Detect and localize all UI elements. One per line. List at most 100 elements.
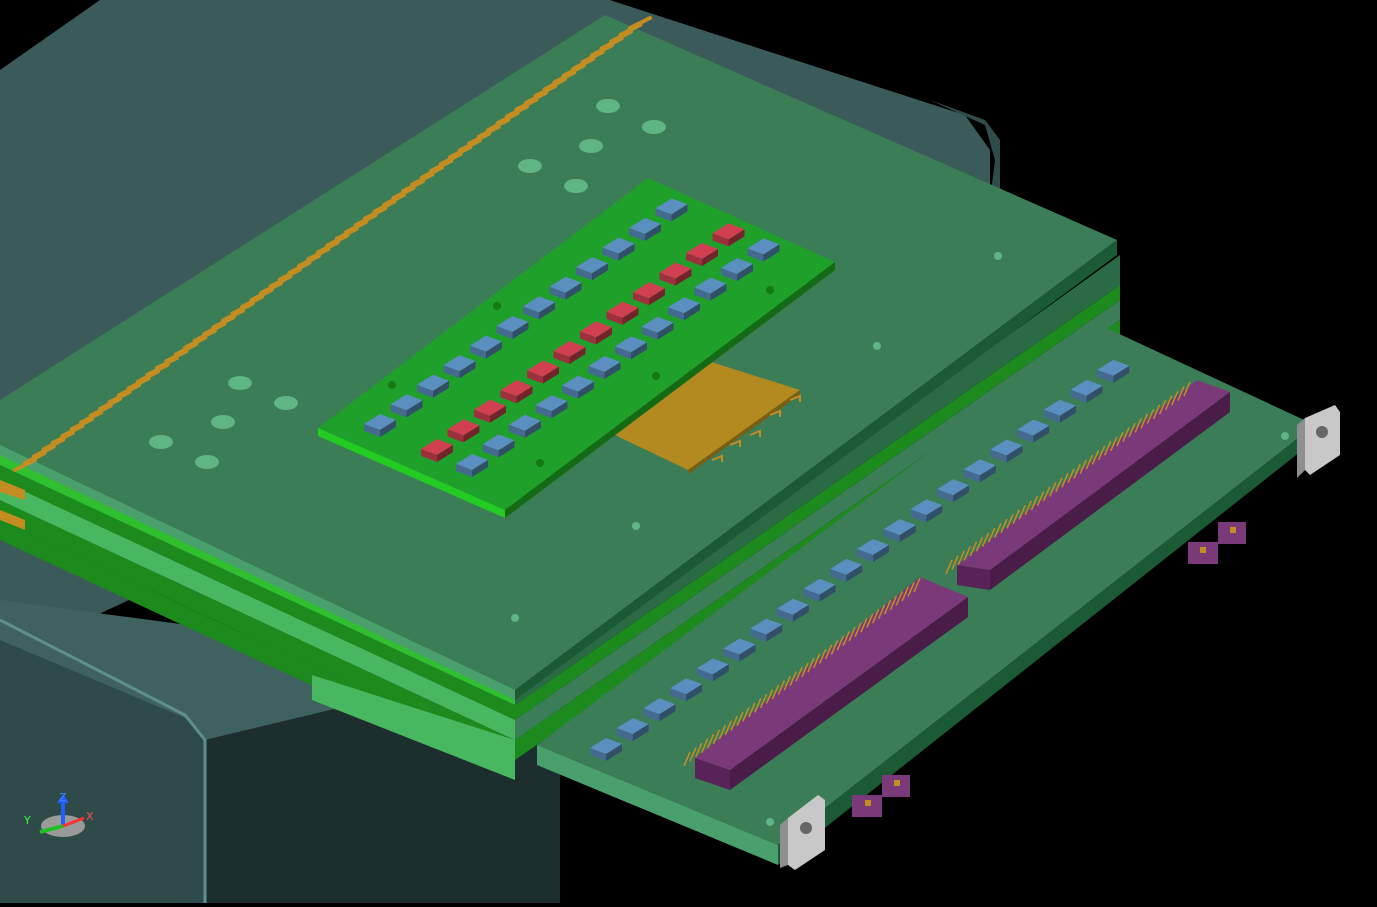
bracket-side (1297, 418, 1305, 478)
red-component-side (675, 268, 692, 286)
via-hole (652, 372, 660, 380)
gold-ic-body (615, 360, 800, 470)
red-component-side (569, 347, 586, 364)
connector-pin (1036, 491, 1045, 506)
connector-pin (1006, 514, 1014, 529)
small-connector-pin (1230, 527, 1236, 533)
connector-pin (1055, 477, 1063, 493)
blue-component-side (668, 307, 684, 321)
blue-component-side (684, 303, 700, 321)
blue-component-side (523, 306, 539, 320)
red-component-side (463, 425, 480, 443)
red-component (686, 243, 718, 259)
connector-pin (789, 671, 797, 686)
blue-component-side (696, 668, 713, 682)
daughter-board[interactable] (318, 178, 835, 518)
red-component-side (659, 272, 676, 286)
gold-ic-edge (688, 390, 800, 474)
header-connector-2[interactable] (945, 380, 1230, 590)
connector-pin (1177, 386, 1185, 401)
blue-component-side (417, 384, 433, 398)
red-component-side (580, 331, 596, 345)
blue-component (509, 414, 541, 431)
axis-triad[interactable]: X Y Z (23, 791, 94, 837)
connector-pin (771, 684, 780, 700)
blue-component-side (539, 302, 555, 320)
blue-component-side (830, 568, 847, 582)
blue-component-side (549, 286, 566, 300)
via-hole (536, 459, 544, 467)
mounting-hole (642, 120, 666, 134)
connector-pin (866, 613, 874, 628)
blue-component-side (1086, 385, 1103, 403)
blue-component (535, 395, 568, 412)
blue-component-side (1033, 425, 1050, 443)
front-card[interactable] (537, 325, 1340, 870)
blue-component-side (710, 283, 727, 301)
mounting-bracket-front[interactable] (780, 795, 825, 870)
header-connector-1[interactable] (683, 577, 968, 790)
connector-pin (706, 733, 715, 749)
blue-component-side (551, 401, 568, 419)
mounting-hole (596, 99, 620, 113)
connector-front (957, 565, 990, 590)
blue-component (590, 738, 622, 754)
connector-pin (975, 536, 984, 552)
connector-pin (994, 523, 1002, 538)
blue-component-side (873, 545, 889, 562)
mounting-hole (579, 139, 603, 153)
via-hole (632, 522, 640, 530)
blue-component (750, 618, 783, 635)
blue-component-side (963, 469, 980, 483)
blue-component (910, 499, 943, 516)
daughter-board-edge-right (505, 262, 835, 518)
blue-component-side (990, 449, 1007, 463)
blue-component (390, 394, 423, 411)
red-component (553, 341, 586, 357)
mounting-hole (195, 455, 219, 469)
connector-pin (901, 586, 909, 602)
connector-pin (783, 675, 791, 691)
blue-component (670, 678, 703, 695)
blue-component-side (721, 268, 737, 281)
blue-component (602, 237, 635, 254)
connector-pin (848, 626, 856, 642)
connector-pin (1171, 390, 1179, 406)
blue-component-side (1017, 429, 1034, 443)
bracket-hole (800, 822, 812, 834)
blue-component (747, 238, 780, 255)
blue-component-side (819, 584, 836, 602)
blue-component (482, 434, 515, 451)
blue-component-side (737, 264, 753, 281)
blue-component-side (525, 420, 541, 438)
blue-component (1043, 399, 1076, 416)
blue-component (615, 336, 647, 353)
connector-pin (807, 658, 815, 673)
bracket-hole (1316, 426, 1328, 438)
blue-component-side (576, 267, 592, 281)
connector-pin (969, 541, 978, 557)
blue-component-side (937, 489, 954, 503)
blue-component-side (631, 342, 647, 360)
gold-pad (628, 16, 652, 30)
mounting-bracket-rear[interactable] (1297, 405, 1340, 478)
blue-component (562, 375, 594, 392)
connector-pin (1116, 431, 1124, 447)
blue-component (417, 374, 449, 391)
blue-component (576, 257, 608, 274)
blue-component (883, 519, 916, 536)
blue-component-side (671, 204, 688, 222)
via-hole (511, 614, 519, 622)
red-component-side (500, 390, 517, 404)
red-component-side (421, 449, 437, 462)
blue-component-side (590, 748, 606, 761)
gold-ic[interactable] (615, 360, 801, 474)
connector-pin (1183, 381, 1191, 397)
connector-pin (877, 604, 886, 620)
connector-side (730, 597, 968, 790)
front-card-edge-right (778, 425, 1315, 865)
connector-pin (963, 546, 971, 561)
x-axis-line (62, 816, 85, 828)
connector-pin (730, 716, 738, 731)
